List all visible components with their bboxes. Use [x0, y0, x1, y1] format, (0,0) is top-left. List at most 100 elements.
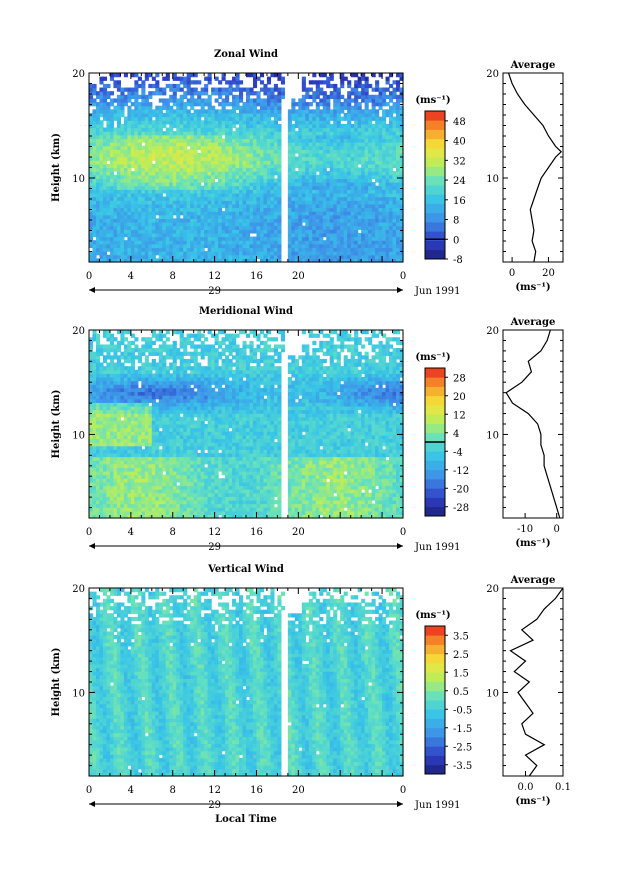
heatmap-cell: [218, 218, 223, 223]
heatmap-cell: [172, 142, 177, 147]
heatmap-cell: [291, 247, 296, 252]
panel-title: Meridional Wind: [199, 306, 293, 317]
heatmap-cell: [326, 83, 331, 89]
heatmap-cell: [322, 192, 327, 198]
heatmap-cell: [350, 105, 355, 110]
heatmap-cell: [186, 254, 191, 259]
heatmap-cell: [176, 225, 181, 230]
heatmap-cell: [343, 145, 348, 150]
heatmap-cell: [197, 178, 202, 183]
heatmap-cell: [389, 185, 394, 190]
heatmap-cell: [214, 251, 219, 256]
heatmap-cell: [266, 236, 272, 241]
heatmap-cell: [277, 254, 282, 259]
heatmap-cell: [144, 138, 149, 143]
heatmap-cell: [113, 467, 118, 472]
heatmap-cell: [144, 207, 149, 212]
heatmap-cell: [333, 156, 338, 161]
heatmap-cell: [347, 102, 352, 107]
heatmap-cell: [120, 152, 125, 158]
heatmap-cell: [225, 138, 230, 143]
heatmap-cell: [190, 247, 195, 252]
heatmap-cell: [343, 258, 348, 263]
heatmap-cell: [99, 499, 104, 505]
heatmap-cell: [336, 222, 341, 227]
heatmap-cell: [277, 123, 282, 129]
heatmap-cell: [221, 131, 226, 136]
heatmap-cell: [368, 222, 373, 227]
heatmap-cell: [130, 123, 135, 129]
heatmap-cell: [389, 112, 394, 118]
heatmap-cell: [109, 391, 115, 396]
heatmap-cell: [246, 152, 251, 158]
heatmap-cell: [95, 485, 101, 490]
heatmap-cell: [190, 105, 195, 110]
heatmap-cell: [116, 405, 121, 411]
heatmap-cell: [123, 73, 128, 78]
heatmap-cell: [252, 185, 258, 190]
heatmap-cell: [343, 214, 348, 219]
heatmap-cell: [197, 123, 202, 129]
heatmap-cell: [113, 247, 118, 252]
heatmap-cell: [340, 196, 345, 201]
heatmap-cell: [399, 236, 404, 241]
heatmap-cell: [246, 163, 251, 169]
heatmap-cell: [242, 120, 247, 125]
heatmap-cell: [127, 214, 132, 219]
heatmap-cell: [357, 189, 362, 194]
heatmap-cell: [127, 340, 132, 346]
heatmap-cell: [89, 355, 94, 360]
heatmap-cell: [326, 127, 331, 132]
heatmap-cell: [228, 222, 233, 227]
heatmap-cell: [277, 156, 282, 161]
heatmap-cell: [123, 134, 128, 140]
heatmap-cell: [347, 174, 352, 179]
heatmap-cell: [368, 142, 373, 147]
heatmap-cell: [211, 185, 216, 190]
heatmap-cell: [382, 123, 387, 129]
heatmap-cell: [246, 247, 251, 252]
heatmap-cell: [301, 149, 306, 154]
heatmap-cell: [169, 229, 174, 234]
heatmap-cell: [92, 474, 97, 479]
heatmap-cell: [242, 254, 247, 259]
heatmap-cell: [211, 171, 216, 176]
heatmap-cell: [92, 503, 97, 508]
heatmap-cell: [186, 243, 191, 249]
heatmap-cell: [336, 112, 341, 118]
heatmap-cell: [89, 474, 94, 479]
heatmap-cell: [99, 413, 104, 418]
heatmap-cell: [102, 229, 108, 234]
heatmap-cell: [211, 203, 216, 209]
heatmap-cell: [392, 185, 397, 190]
heatmap-cell: [130, 424, 135, 429]
heatmap-cell: [165, 105, 170, 110]
heatmap-cell: [308, 243, 313, 249]
heatmap-cell: [186, 91, 191, 96]
heatmap-cell: [221, 123, 226, 129]
heatmap-cell: [343, 247, 348, 252]
heatmap-cell: [193, 222, 198, 227]
heatmap-cell: [385, 102, 390, 107]
heatmap-cell: [95, 337, 101, 342]
heatmap-cell: [259, 123, 265, 129]
heatmap-cell: [399, 127, 404, 132]
heatmap-cell: [249, 120, 254, 125]
heatmap-cell: [301, 171, 306, 176]
heatmap-cell: [343, 222, 348, 227]
heatmap-cell: [385, 167, 390, 172]
heatmap-cell: [291, 192, 296, 198]
heatmap-cell: [249, 178, 254, 183]
heatmap-cell: [312, 240, 317, 245]
heatmap-cell: [165, 138, 170, 143]
heatmap-cell: [354, 112, 359, 118]
heatmap-cell: [155, 240, 160, 245]
heatmap-cell: [312, 163, 317, 169]
heatmap-cell: [144, 218, 149, 223]
heatmap-cell: [109, 358, 115, 364]
heatmap-cell: [123, 449, 128, 454]
heatmap-cell: [298, 182, 303, 187]
heatmap-cell: [221, 73, 226, 78]
heatmap-cell: [315, 134, 320, 140]
heatmap-cell: [343, 102, 348, 107]
